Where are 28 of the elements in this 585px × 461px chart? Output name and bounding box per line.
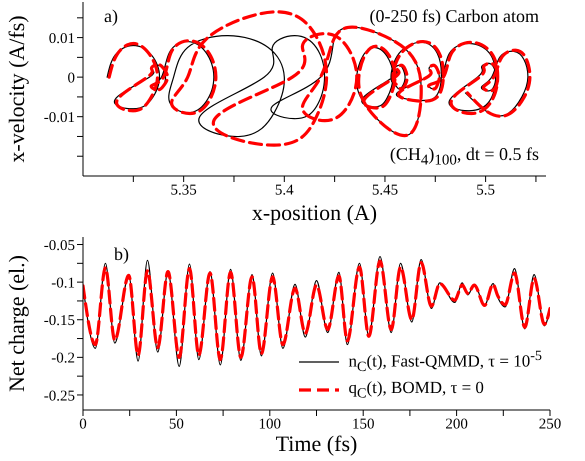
x-tick-label: 5.35 (170, 182, 197, 199)
x-tick-label: 200 (445, 416, 468, 433)
y-tick-label: -0.01 (44, 110, 75, 126)
x-tick-label: 5.45 (372, 182, 398, 199)
annotation: (CH$_{4}$)$_{100}$, dt = 0.5 fs (390, 144, 539, 170)
y-tick-label: -0.1 (51, 275, 75, 292)
y-axis-title: x-velocity (A/fs) (4, 15, 29, 163)
x-tick-label: 250 (538, 416, 562, 433)
x-tick-label: 5.4 (274, 182, 294, 199)
y-tick-label: -0.15 (44, 313, 75, 330)
y-axis-title: Net charge (el.) (4, 254, 29, 392)
y-tick-label: 0 (68, 70, 75, 86)
annotation: a) (104, 6, 118, 27)
legend-label: n$_{C}$(t), Fast-QMMD, τ = 10$^{-5}$ (348, 348, 542, 376)
annotation: b) (114, 244, 129, 265)
x-tick-label: 100 (258, 416, 282, 433)
annotation: (0-250 fs) Carbon atom (370, 6, 539, 27)
x-tick-label: 50 (168, 416, 184, 433)
x-tick-label: 5.5 (476, 182, 495, 199)
legend-label: q$_{C}$(t), BOMD, τ = 0 (348, 378, 484, 402)
x-tick-label: 150 (352, 416, 374, 433)
y-tick-label: -0.2 (51, 350, 75, 367)
x-axis-title: x-position (A) (252, 200, 378, 225)
y-tick-label: -0.05 (44, 238, 75, 254)
y-tick-label: 0.01 (48, 30, 75, 47)
x-axis-title: Time (fs) (276, 431, 358, 456)
y-tick-label: -0.25 (44, 388, 75, 404)
x-tick-label: 0 (79, 416, 87, 433)
